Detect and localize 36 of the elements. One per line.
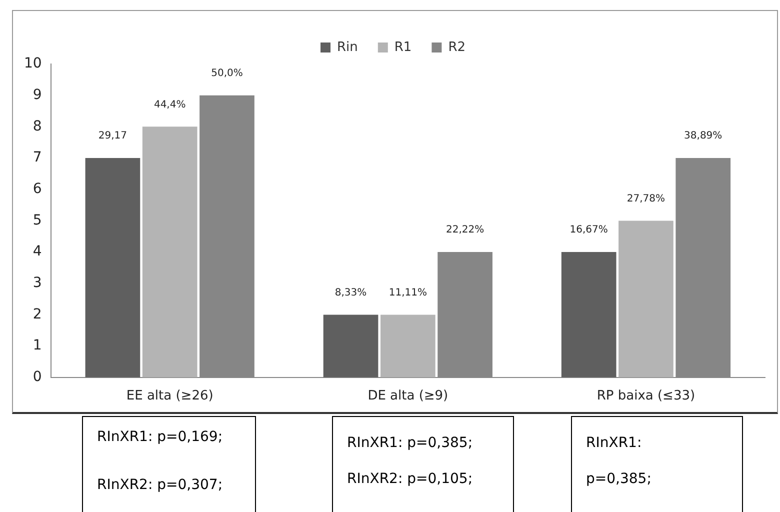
y-tick-label: 8: [32, 118, 42, 134]
y-tick-label: 4: [32, 244, 42, 260]
annotation: 38,89%: [684, 130, 722, 142]
y-tick-label: 10: [24, 56, 42, 72]
annotation: 8,33%: [334, 287, 367, 298]
text: RInXR1: p=0,385;: [347, 435, 473, 451]
annotation: 29,17: [98, 130, 128, 142]
annotation: 27,78%: [626, 193, 666, 204]
y-tick-label: 9: [32, 86, 42, 103]
y-tick-label: 1: [32, 338, 42, 354]
legend-label: Rin: [337, 40, 358, 55]
x-tick-label: EE alta (≥26): [126, 388, 214, 404]
y-tick-label: 3: [32, 275, 42, 292]
bar: [561, 252, 616, 378]
annotation: 44,4%: [154, 99, 186, 110]
annotation: 16,67%: [570, 224, 608, 236]
text: RInXR2: p=0,105;: [347, 471, 473, 487]
annotation: 50,0%: [211, 68, 243, 79]
bar: [323, 314, 378, 378]
y-tick-label: 0: [32, 369, 42, 386]
y-tick-label: 6: [32, 181, 42, 197]
y-tick-label: 2: [32, 306, 42, 322]
bar: [618, 220, 674, 378]
text: RInXR1: p=0,385;: [586, 435, 652, 487]
annotation: 11,11%: [388, 287, 427, 298]
legend-label: R2: [448, 40, 466, 55]
x-tick-label: RP baixa (≤33): [596, 388, 696, 404]
y-tick-label: 7: [32, 150, 42, 166]
legend-label: R1: [394, 40, 412, 55]
text: RInXR1: p=0,169; RInXR2: p=0,307;: [97, 429, 223, 493]
bar: [85, 158, 140, 378]
bar: [142, 126, 198, 378]
x-tick-label: DE alta (≥9): [368, 388, 448, 404]
bar: [380, 314, 436, 378]
y-tick-label: 5: [32, 212, 42, 228]
annotation: 22,22%: [446, 224, 484, 236]
